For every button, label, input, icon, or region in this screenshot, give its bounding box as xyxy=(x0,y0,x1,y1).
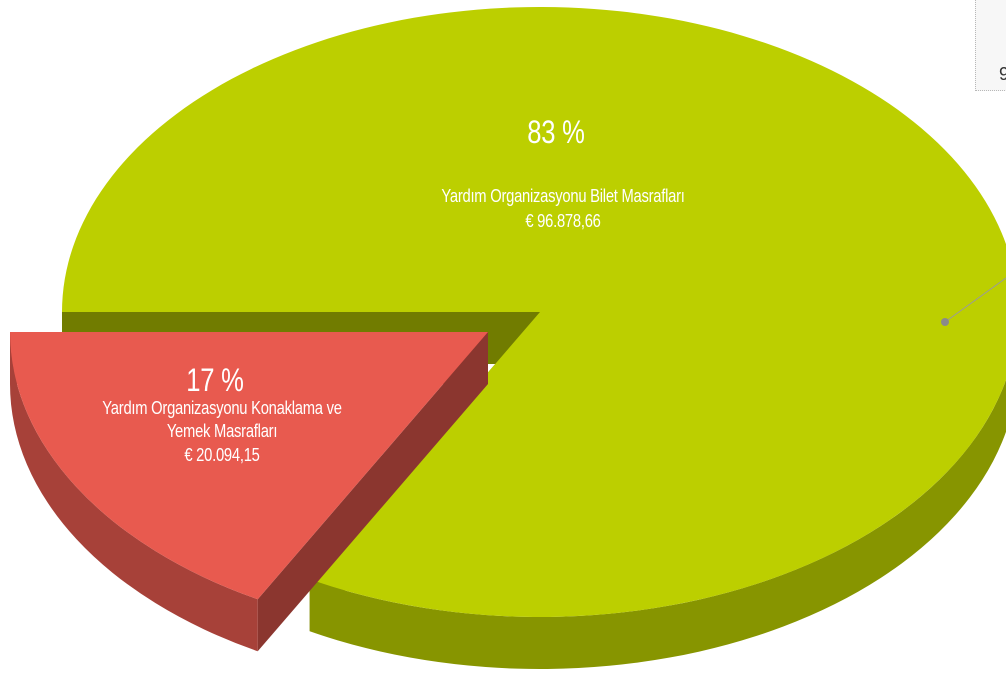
category-label: Yardım Organizasyonu Bilet Masrafları xyxy=(441,186,685,206)
value-label: 83 % xyxy=(527,114,585,150)
slice-side xyxy=(10,332,258,652)
slice-side xyxy=(309,379,1006,669)
leader-dot xyxy=(941,318,949,326)
slice-wall xyxy=(257,332,488,652)
value-label: 17 % xyxy=(186,362,244,398)
amount-label: € 96.878,66 xyxy=(525,210,601,231)
amount-label: € 20.094,15 xyxy=(184,445,260,465)
category-label: Yardım Organizasyonu Konaklama ve Yemek … xyxy=(102,398,342,441)
pie-slice xyxy=(10,332,488,600)
pie-slice xyxy=(62,7,1006,617)
leader-line xyxy=(944,277,1006,323)
tooltip-text: 9 xyxy=(999,64,1006,84)
tooltip: 9 xyxy=(975,0,1006,91)
